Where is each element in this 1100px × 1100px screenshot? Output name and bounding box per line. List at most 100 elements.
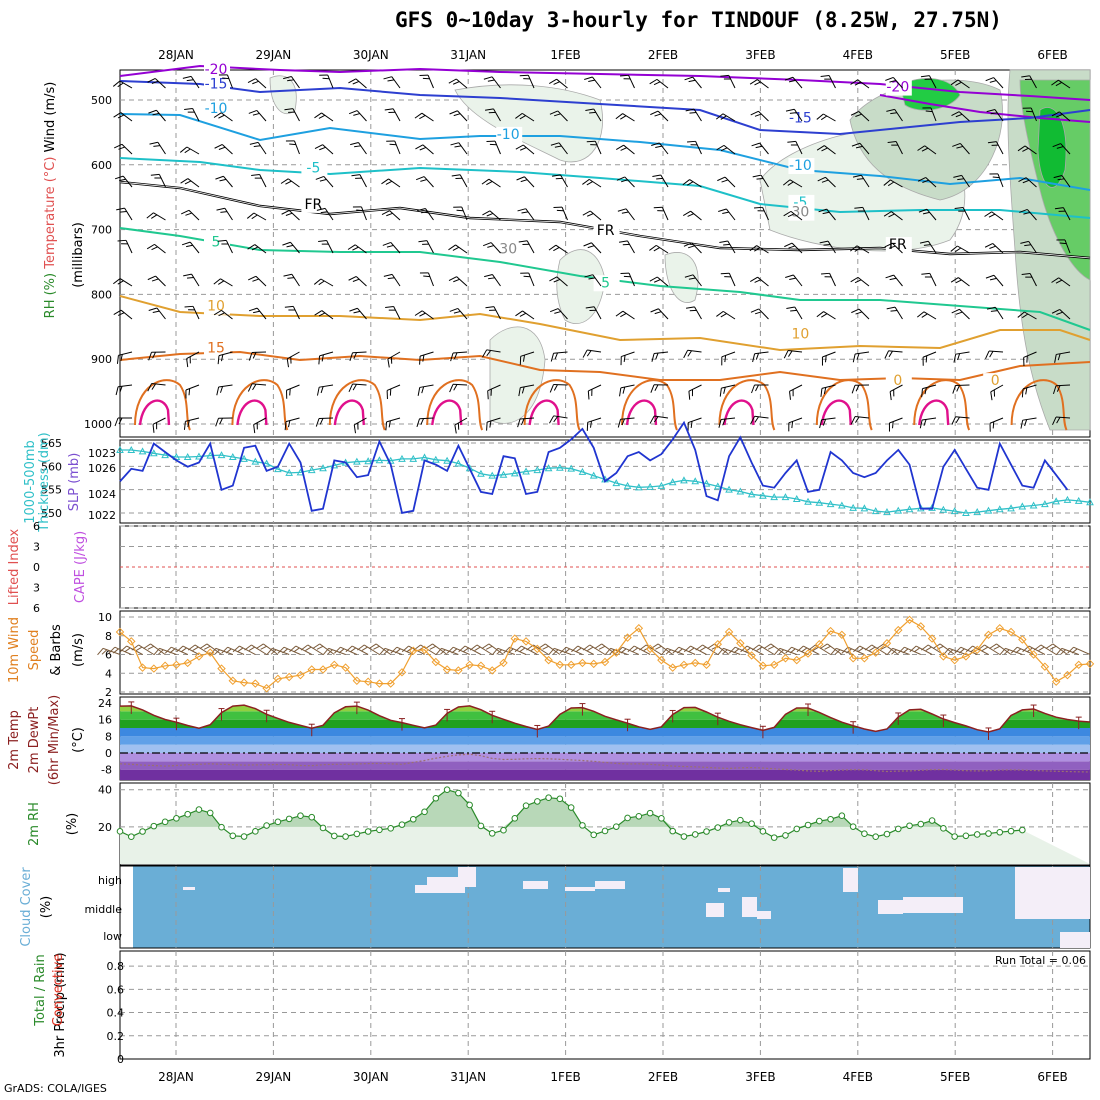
barb-feather (350, 647, 357, 653)
barb-feather (955, 81, 962, 86)
barb-feather (1056, 239, 1065, 241)
rh-point (139, 828, 146, 835)
barb-feather (420, 418, 424, 425)
wind-barb (619, 384, 635, 397)
barb-feather (990, 391, 993, 401)
barb-feather (1067, 646, 1074, 654)
barb-shaft (206, 643, 222, 655)
barb-shaft (394, 140, 401, 155)
barb-shaft (227, 646, 245, 655)
wind-barb (1052, 384, 1071, 395)
barb-feather (582, 644, 591, 651)
barb-feather (414, 310, 423, 316)
wind-barb (249, 141, 267, 155)
contour-label: 5 (601, 275, 610, 291)
wind10m-barb (469, 644, 493, 655)
barb-shaft (795, 141, 803, 155)
wind-speed-point (149, 664, 159, 673)
barb-feather (857, 647, 864, 653)
barb-feather (801, 647, 808, 653)
wind-speed-point (781, 654, 790, 663)
barb-feather (821, 147, 828, 152)
axis-label-part: 2m DewPt (27, 707, 42, 774)
temperature-band (120, 769, 1090, 781)
barb-feather (986, 306, 996, 310)
wind-speed-point (894, 625, 903, 635)
cloud-layer-label: high (98, 874, 122, 887)
barb-feather (496, 649, 502, 655)
wind10m-barb (999, 647, 1023, 656)
barb-feather (616, 144, 624, 150)
thickness-point (928, 503, 936, 511)
barb-feather (192, 646, 199, 652)
barb-shaft (455, 244, 468, 254)
axis-label-part: (%) (39, 896, 54, 919)
wind-barb (181, 241, 200, 254)
rh-point (500, 826, 507, 834)
barb-feather (419, 74, 429, 76)
barb-shaft (793, 108, 803, 122)
barb-feather (989, 80, 997, 83)
barb-feather (688, 391, 691, 400)
barb-feather (147, 78, 156, 83)
barb-feather (884, 350, 890, 359)
barb-feather (288, 420, 291, 428)
barb-feather (251, 246, 259, 251)
rh-shading (556, 249, 606, 324)
barb-shaft (323, 176, 334, 188)
rh-ylabel: 2m RH (27, 802, 42, 846)
barb-feather (952, 385, 956, 394)
barb-shaft (948, 647, 967, 655)
barb-feather (951, 308, 960, 314)
barb-feather (880, 645, 888, 650)
wind10m-barb (819, 643, 843, 655)
wind-barb (788, 417, 803, 432)
barb-shaft (464, 645, 482, 655)
wind-speed-point (1085, 659, 1095, 669)
barb-feather (244, 644, 252, 651)
wind-barb (883, 179, 903, 188)
barb-shaft (125, 240, 133, 254)
barb-feather (854, 206, 863, 209)
barb-feather (248, 352, 253, 361)
barb-feather (756, 178, 764, 180)
near-surface-isotherm (718, 379, 776, 431)
wind10m-barb (390, 646, 414, 655)
barb-feather (255, 643, 264, 650)
thickness-point (792, 494, 801, 502)
wind-barb (349, 307, 367, 320)
barb-feather (314, 310, 323, 316)
barb-feather (549, 308, 559, 313)
temperature-band (120, 753, 1090, 762)
barb-feather (519, 647, 526, 653)
barb-feather (854, 279, 862, 284)
axis-label-part: Total / Rain (33, 954, 48, 1027)
barb-feather (958, 210, 965, 212)
barb-feather (1018, 177, 1027, 183)
barb-shaft (361, 206, 367, 221)
cloud-ylabel-unit-text: (%) (39, 896, 54, 919)
barb-feather (453, 278, 460, 283)
barb-feather (1052, 143, 1061, 148)
wind-barb (251, 174, 267, 188)
barb-feather (114, 417, 119, 427)
barb-feather (117, 280, 124, 285)
barb-feather (690, 421, 693, 428)
barb-feather (419, 312, 426, 317)
barb-feather (247, 383, 253, 392)
barb-feather (855, 311, 863, 315)
barb-feather (885, 274, 894, 279)
barb-feather (154, 177, 162, 179)
wind-barb (183, 417, 200, 430)
barb-feather (654, 384, 659, 392)
rh-point (522, 802, 530, 809)
barb-feather (418, 240, 427, 243)
barb-shaft (587, 417, 602, 423)
barb-feather (316, 207, 326, 211)
wind10m-barb (199, 643, 222, 655)
precip-tick-label: 0 (117, 1053, 124, 1066)
barb-feather (186, 277, 194, 279)
barb-feather (650, 308, 659, 313)
barb-feather (1023, 211, 1031, 215)
barb-shaft (363, 644, 380, 655)
